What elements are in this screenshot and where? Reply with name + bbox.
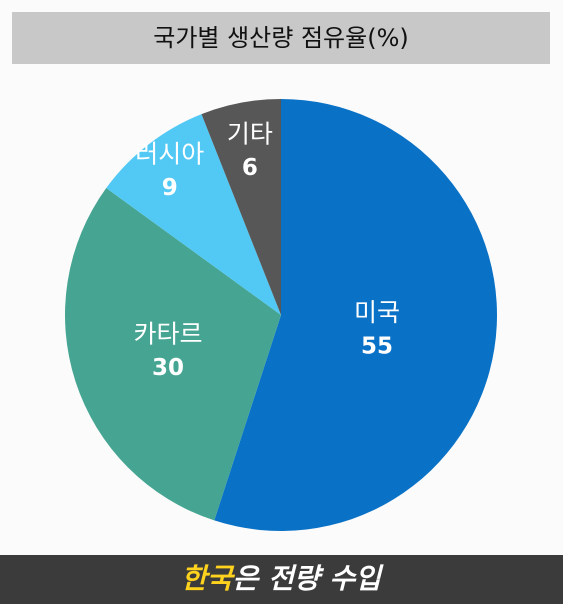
banner — [0, 555, 563, 604]
chart-title: 국가별 생산량 점유율(%) — [153, 24, 409, 52]
pie-slice — [201, 99, 281, 315]
slice-value: 30 — [152, 355, 184, 381]
slice-value: 9 — [162, 175, 178, 201]
slice-label: 기타 — [227, 120, 273, 149]
pie-slice — [64, 188, 282, 521]
slice-label: 러시아 — [135, 140, 204, 169]
title-bar — [12, 12, 550, 64]
pie: 미국 55 카타르 30 러시아 9 기타 6 — [64, 99, 498, 531]
slice-value: 6 — [242, 155, 258, 181]
pie-slice — [214, 99, 498, 531]
slice-label: 카타르 — [134, 320, 203, 349]
banner-text: 한국은 전량 수입 — [181, 562, 384, 595]
slice-value: 55 — [361, 334, 393, 360]
pie-slice — [106, 114, 282, 316]
banner-highlight: 한국 — [181, 562, 236, 595]
banner-rest: 은 전량 수입 — [233, 562, 385, 595]
slice-label: 미국 — [354, 298, 400, 327]
